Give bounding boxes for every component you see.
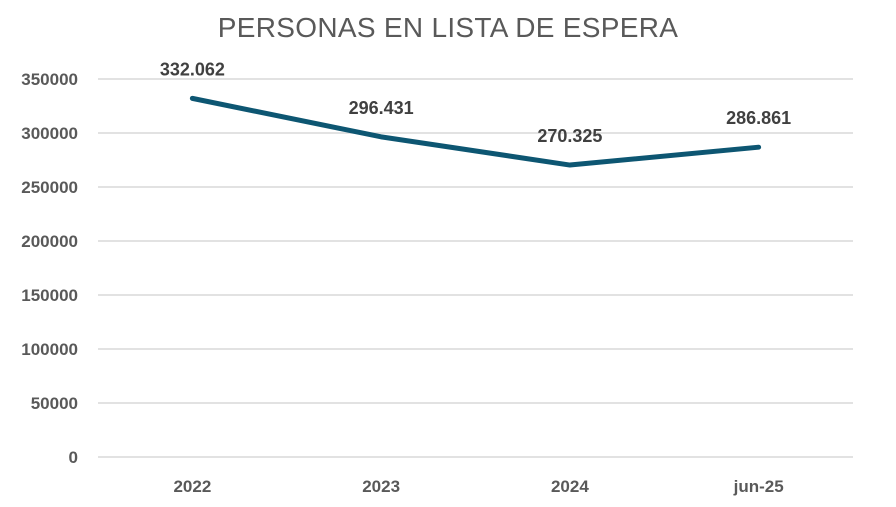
data-label: 286.861 [726,108,791,128]
x-tick-label: 2022 [173,477,211,496]
x-tick-label: jun-25 [733,477,784,496]
y-tick-label: 150000 [21,286,78,305]
y-tick-label: 200000 [21,232,78,251]
y-tick-label: 350000 [21,70,78,89]
series-line [189,95,762,168]
y-tick-label: 0 [69,448,78,467]
data-label: 332.062 [160,59,225,79]
x-tick-label: 2024 [551,477,589,496]
data-label: 270.325 [537,126,602,146]
y-tick-label: 300000 [21,124,78,143]
data-label: 296.431 [349,98,414,118]
chart-title: PERSONAS EN LISTA DE ESPERA [217,12,679,43]
y-tick-label: 50000 [31,394,78,413]
x-tick-label: 2023 [362,477,400,496]
y-tick-label: 250000 [21,178,78,197]
y-tick-label: 100000 [21,340,78,359]
